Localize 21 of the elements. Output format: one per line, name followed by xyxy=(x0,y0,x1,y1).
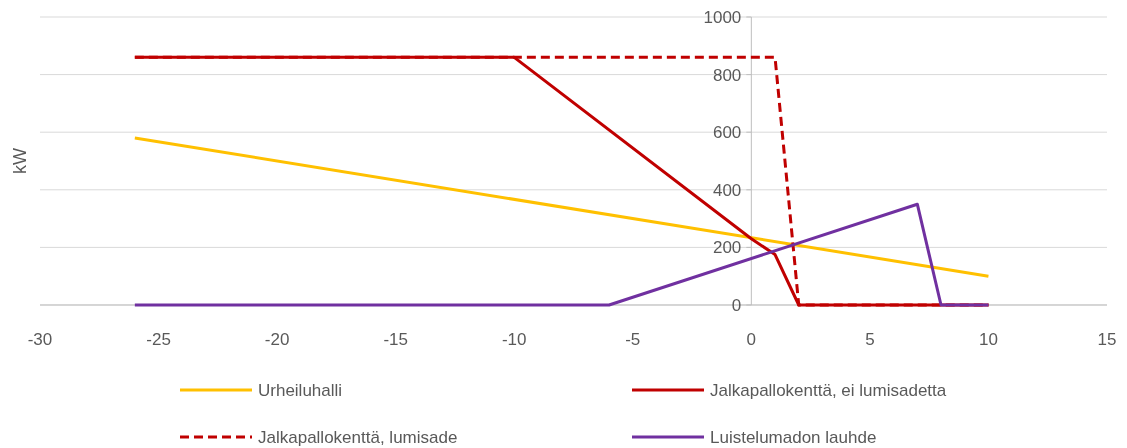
x-tick-label: 0 xyxy=(746,330,757,349)
y-tick-label: 1000 xyxy=(703,7,742,27)
y-tick-label: 800 xyxy=(712,65,742,85)
x-tick-label: -5 xyxy=(625,330,641,349)
legend-label: Luistelumadon lauhde xyxy=(710,427,877,447)
x-tick-label: 10 xyxy=(978,330,998,349)
y-tick-label: 600 xyxy=(712,123,742,143)
legend-label: Urheiluhalli xyxy=(258,380,343,400)
x-tick-label: -15 xyxy=(383,330,408,349)
y-tick-label: 200 xyxy=(712,238,742,258)
x-tick-label: -20 xyxy=(264,330,290,349)
legend-label: Jalkapallokenttä, ei lumisadetta xyxy=(710,380,947,400)
x-tick-label: -30 xyxy=(27,330,53,349)
y-tick-label: 400 xyxy=(712,180,742,200)
x-tick-label: 5 xyxy=(865,330,875,349)
x-tick-label: -10 xyxy=(501,330,527,349)
legend-label: Jalkapallokenttä, lumisade xyxy=(258,427,458,447)
y-tick-label: 0 xyxy=(731,295,742,315)
x-tick-label: 15 xyxy=(1097,330,1117,349)
x-tick-label: -25 xyxy=(146,330,171,349)
y-axis-title: kW xyxy=(10,148,30,174)
